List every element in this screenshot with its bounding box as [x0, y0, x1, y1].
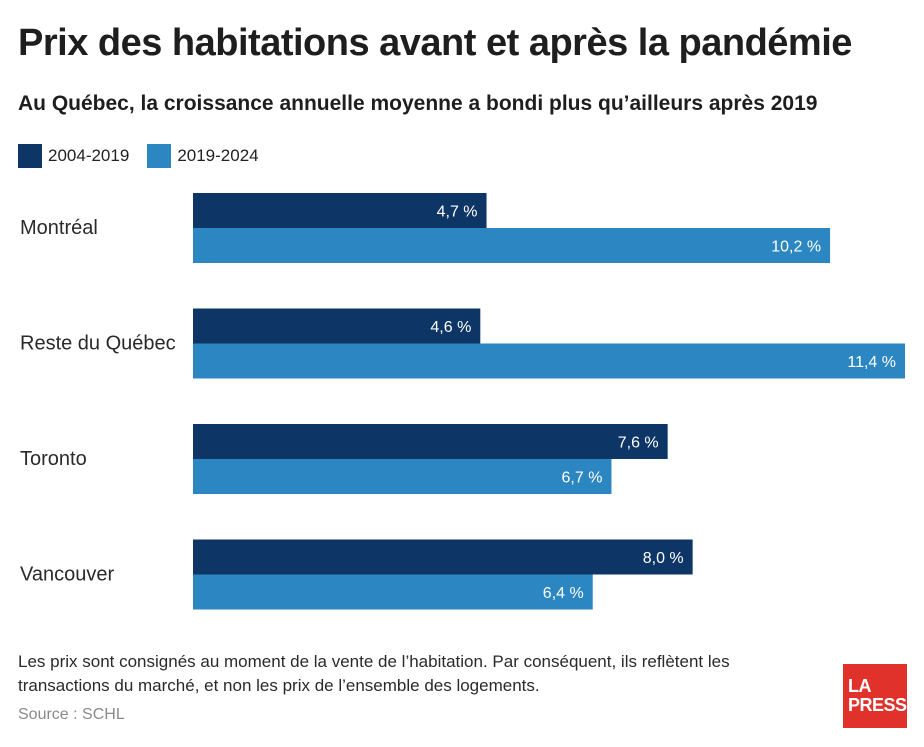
- bar-series-2: [193, 574, 593, 610]
- logo-line-1: LA: [848, 676, 872, 696]
- legend-item-series-1: 2004-2019: [18, 144, 129, 168]
- bar-series-1: [193, 308, 481, 344]
- chart-note: Les prix sont consignés au moment de la …: [18, 652, 730, 695]
- data-label-series-1: 4,6 %: [430, 319, 471, 336]
- category-label: Vancouver: [20, 564, 114, 586]
- chart-source: Source : SCHL: [18, 706, 125, 723]
- logo-line-2: PRESSE: [848, 695, 919, 715]
- legend-swatch-series-2: [147, 144, 172, 168]
- data-label-series-1: 4,7 %: [437, 204, 478, 221]
- la-presse-logo: LA PRESSE: [843, 664, 919, 728]
- data-label-series-2: 10,2 %: [771, 239, 821, 256]
- bar-series-1: [193, 539, 693, 575]
- bar-series-2: [193, 343, 905, 379]
- data-label-series-2: 6,7 %: [562, 470, 603, 487]
- data-label-series-1: 7,6 %: [618, 435, 659, 452]
- legend-label-series-1: 2004-2019: [48, 146, 130, 165]
- chart-title: Prix des habitations avant et après la p…: [18, 22, 852, 64]
- bar-series-2: [193, 228, 831, 263]
- data-label-series-1: 8,0 %: [643, 550, 684, 567]
- category-label: Toronto: [20, 448, 87, 470]
- bar-series-2: [193, 459, 612, 494]
- legend: 2004-2019 2019-2024: [18, 144, 277, 168]
- chart-subtitle: Au Québec, la croissance annuelle moyenn…: [18, 92, 818, 115]
- legend-item-series-2: 2019-2024: [147, 144, 259, 168]
- bar-series-1: [193, 424, 668, 459]
- bar-chart: Montréal 4,7 % 10,2 % Reste du Québec 4,6 % 1…: [20, 193, 905, 610]
- category-label: Montréal: [20, 217, 98, 239]
- data-label-series-2: 11,4 %: [847, 354, 896, 371]
- data-label-series-2: 6,4 %: [543, 585, 584, 602]
- legend-swatch-series-1: [18, 144, 42, 168]
- legend-label-series-2: 2019-2024: [177, 146, 259, 165]
- bar-series-1: [193, 193, 487, 228]
- category-label: Reste du Québec: [20, 333, 176, 355]
